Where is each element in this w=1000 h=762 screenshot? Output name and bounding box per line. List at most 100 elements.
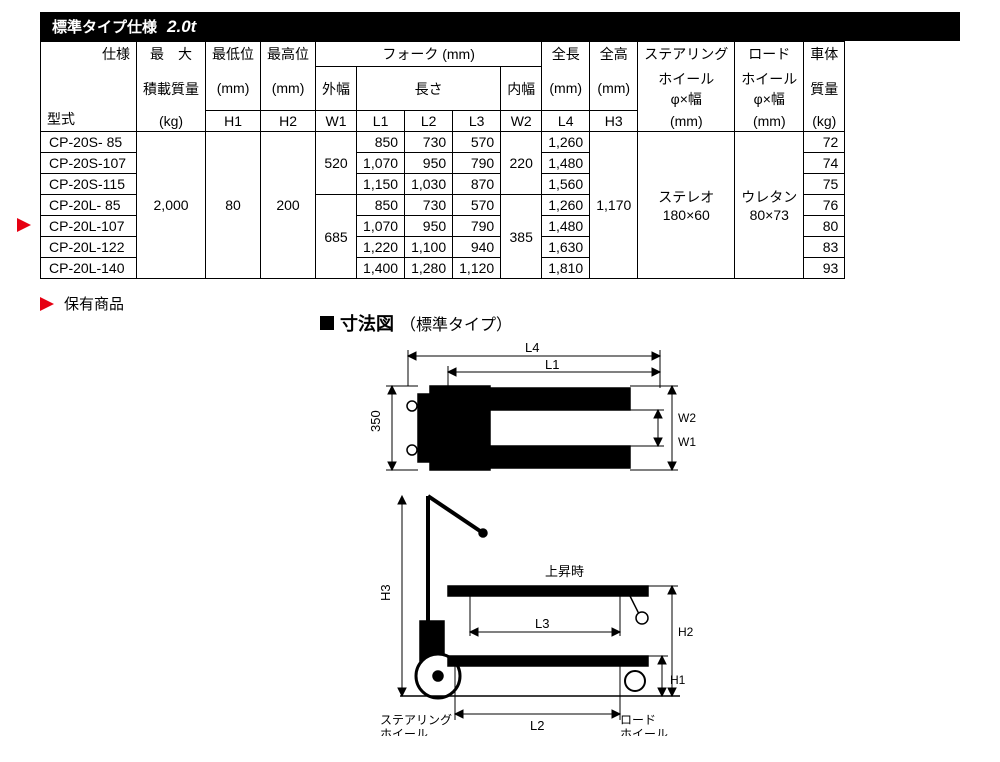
hdr-high-unit: (mm): [261, 67, 316, 111]
lbl-L1: L1: [545, 357, 559, 372]
l1-cell: 1,220: [357, 237, 405, 258]
l3-cell: 790: [453, 216, 501, 237]
hdr-toth-1: 全高: [590, 42, 638, 67]
model-cell: CP-20L-107: [41, 216, 137, 237]
w1-top-cell: 520: [316, 132, 357, 195]
l2-cell: 950: [405, 153, 453, 174]
hdr-L1: L1: [357, 111, 405, 132]
model-cell: CP-20S- 85: [41, 132, 137, 153]
steer-cell: ステレオ180×60: [638, 132, 735, 279]
diagram-section: 寸法図 （標準タイプ）: [320, 310, 760, 736]
high-cell: 200: [261, 132, 316, 279]
lbl-350: 350: [368, 410, 383, 432]
hdr-low-unit: (mm): [206, 67, 261, 111]
diagram-title-paren: （標準タイプ）: [400, 311, 512, 335]
hdr-loadw-u: (mm): [735, 111, 804, 132]
model-cell: CP-20S-107: [41, 153, 137, 174]
hdr-loadw-2: ホイールφ×幅: [735, 67, 804, 111]
hdr-inner: 内幅: [501, 67, 542, 111]
dimension-diagram: L4 L1 350 W1 W2: [320, 336, 740, 736]
table-row: CP-20S- 852,000802005208507305702201,260…: [41, 132, 845, 153]
hdr-L2: L2: [405, 111, 453, 132]
weight-cell: 80: [804, 216, 845, 237]
l2-cell: 950: [405, 216, 453, 237]
lbl-H3: H3: [378, 584, 393, 601]
hdr-W1: W1: [316, 111, 357, 132]
legend-arrow-icon: [40, 297, 54, 311]
lbl-H2: H2: [678, 625, 694, 639]
l2-cell: 730: [405, 195, 453, 216]
hdr-toth-unit: (mm): [590, 67, 638, 111]
weight-cell: 75: [804, 174, 845, 195]
lbl-L2: L2: [530, 718, 544, 733]
lbl-H1: H1: [670, 673, 686, 687]
l4-cell: 1,480: [542, 153, 590, 174]
model-cell: CP-20L-122: [41, 237, 137, 258]
hdr-spec: 仕様: [41, 42, 137, 67]
w1-bot-cell: 685: [316, 195, 357, 279]
title-sub: 2.0t: [167, 17, 196, 37]
l4-cell: 1,480: [542, 216, 590, 237]
hdr-L4: L4: [542, 111, 590, 132]
l3-cell: 940: [453, 237, 501, 258]
hdr-W2: W2: [501, 111, 542, 132]
w2-bot-cell: 385: [501, 195, 542, 279]
square-bullet-icon: [320, 316, 334, 330]
hdr-length: 長さ: [357, 67, 501, 111]
l1-cell: 1,150: [357, 174, 405, 195]
hdr-steer-2: ホイールφ×幅: [638, 67, 735, 111]
weight-cell: 74: [804, 153, 845, 174]
row-marker-icon: [17, 218, 31, 232]
spec-table: 仕様 最 大 最低位 最高位 フォーク (mm) 全長 全高 ステアリング ロー…: [40, 41, 845, 279]
l2-cell: 730: [405, 132, 453, 153]
lbl-L4: L4: [525, 340, 539, 355]
toth-cell: 1,170: [590, 132, 638, 279]
hdr-model: 型式: [41, 67, 137, 132]
l4-cell: 1,260: [542, 132, 590, 153]
diagram-title: 寸法図: [340, 310, 394, 336]
l1-cell: 850: [357, 195, 405, 216]
title-bar: 標準タイプ仕様 2.0t: [40, 12, 960, 41]
l4-cell: 1,560: [542, 174, 590, 195]
l2-cell: 1,030: [405, 174, 453, 195]
l3-cell: 790: [453, 153, 501, 174]
hdr-totlen-1: 全長: [542, 42, 590, 67]
weight-cell: 72: [804, 132, 845, 153]
hdr-outer: 外幅: [316, 67, 357, 111]
l1-cell: 1,070: [357, 216, 405, 237]
hdr-maxload-2: 積載質量: [137, 67, 206, 111]
hdr-weight-2: 質量: [804, 67, 845, 111]
hdr-steer-1: ステアリング: [638, 42, 735, 67]
hdr-low-sym: H1: [206, 111, 261, 132]
lbl-L3: L3: [535, 616, 549, 631]
l3-cell: 570: [453, 195, 501, 216]
hdr-weight-1: 車体: [804, 42, 845, 67]
lbl-rise: 上昇時: [545, 564, 584, 579]
lbl-steering: ステアリングホイール: [380, 713, 452, 736]
hdr-weight-u: (kg): [804, 111, 845, 132]
hdr-L3: L3: [453, 111, 501, 132]
hdr-low-1: 最低位: [206, 42, 261, 67]
hdr-maxload-1: 最 大: [137, 42, 206, 67]
l1-cell: 1,070: [357, 153, 405, 174]
legend-label: 保有商品: [64, 293, 124, 314]
hdr-totlen-unit: (mm): [542, 67, 590, 111]
l4-cell: 1,260: [542, 195, 590, 216]
hdr-high-sym: H2: [261, 111, 316, 132]
l1-cell: 850: [357, 132, 405, 153]
title-main: 標準タイプ仕様: [52, 16, 157, 37]
maxload-cell: 2,000: [137, 132, 206, 279]
model-cell: CP-20L-140: [41, 258, 137, 279]
l3-cell: 870: [453, 174, 501, 195]
l2-cell: 1,100: [405, 237, 453, 258]
l3-cell: 570: [453, 132, 501, 153]
l1-cell: 1,400: [357, 258, 405, 279]
hdr-loadw-1: ロード: [735, 42, 804, 67]
hdr-high-1: 最高位: [261, 42, 316, 67]
l2-cell: 1,280: [405, 258, 453, 279]
weight-cell: 93: [804, 258, 845, 279]
low-cell: 80: [206, 132, 261, 279]
hdr-fork: フォーク (mm): [316, 42, 542, 67]
l4-cell: 1,810: [542, 258, 590, 279]
loadw-cell: ウレタン80×73: [735, 132, 804, 279]
